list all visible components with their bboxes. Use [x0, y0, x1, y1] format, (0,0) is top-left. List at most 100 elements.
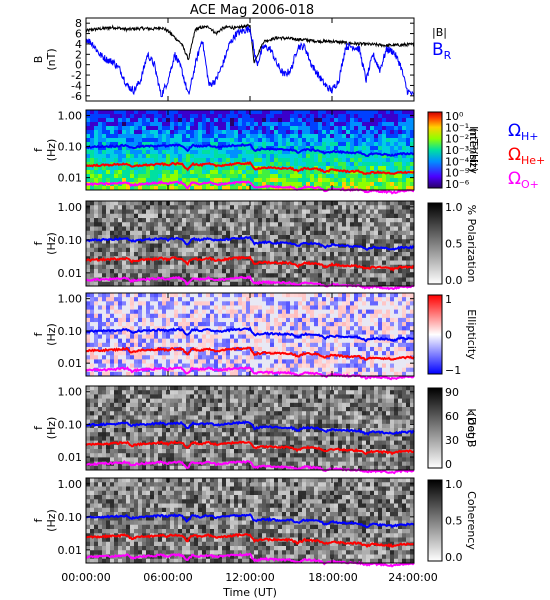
- heatmap-cell: [366, 239, 371, 244]
- heatmap-cell: [334, 338, 339, 344]
- chart-title: ACE Mag 2006-018: [190, 3, 314, 18]
- heatmap-cell: [370, 256, 375, 261]
- heatmap-cell: [234, 273, 239, 278]
- heatmap-cell: [158, 264, 163, 270]
- heatmap-cell: [266, 338, 271, 344]
- heatmap-cell: [98, 330, 103, 335]
- heatmap-cell: [218, 269, 223, 274]
- heatmap-cell: [182, 305, 187, 310]
- heatmap-cell: [338, 230, 343, 236]
- heatmap-cell: [258, 122, 263, 127]
- heatmap-cell: [198, 122, 203, 127]
- heatmap-cell: [358, 182, 363, 187]
- heatmap-cell: [218, 154, 223, 159]
- heatmap-cell: [398, 239, 403, 244]
- heatmap-cell: [194, 158, 199, 163]
- heatmap-cell: [390, 317, 395, 323]
- heatmap-cell: [354, 371, 359, 377]
- heatmap-cell: [246, 201, 251, 206]
- heatmap-cell: [318, 342, 323, 348]
- heatmap-cell: [162, 322, 167, 327]
- heatmap-cell: [286, 326, 291, 331]
- heatmap-cell: [234, 260, 239, 266]
- heatmap-cell: [166, 114, 171, 119]
- heatmap-cell: [146, 170, 151, 175]
- heatmap-cell: [238, 273, 243, 278]
- heatmap-cell: [246, 226, 251, 232]
- heatmap-cell: [122, 371, 127, 377]
- heatmap-cell: [194, 110, 199, 115]
- heatmap-cell: [254, 317, 259, 323]
- heatmap-cell: [166, 297, 171, 302]
- heatmap-cell: [306, 322, 311, 327]
- heatmap-cell: [322, 138, 327, 143]
- heatmap-cell: [350, 301, 355, 306]
- heatmap-cell: [222, 150, 227, 155]
- heatmap-cell: [306, 182, 311, 187]
- heatmap-cell: [182, 186, 187, 191]
- heatmap-cell: [142, 118, 147, 123]
- heatmap-cell: [158, 301, 163, 306]
- heatmap-cell: [250, 247, 255, 253]
- heatmap-cell: [150, 338, 155, 344]
- heatmap-cell: [226, 239, 231, 244]
- heatmap-cell: [354, 130, 359, 135]
- heatmap-cell: [394, 235, 399, 240]
- heatmap-cell: [174, 322, 179, 327]
- heatmap-cell: [182, 264, 187, 270]
- heatmap-cell: [154, 367, 159, 373]
- heatmap-cell: [282, 182, 287, 187]
- heatmap-cell: [370, 178, 375, 183]
- heatmap-cell: [142, 218, 147, 223]
- heatmap-cell: [282, 301, 287, 306]
- heatmap-cell: [170, 264, 175, 270]
- heatmap-cell: [166, 243, 171, 249]
- heatmap-cell: [234, 239, 239, 244]
- heatmap-cell: [274, 313, 279, 319]
- heatmap-cell: [374, 317, 379, 323]
- heatmap-cell: [222, 346, 227, 352]
- heatmap-cell: [206, 281, 211, 287]
- heatmap-cell: [206, 367, 211, 373]
- heatmap-cell: [246, 118, 251, 123]
- heatmap-cell: [218, 260, 223, 266]
- heatmap-cell: [350, 330, 355, 335]
- heatmap-cell: [198, 305, 203, 310]
- heatmap-cell: [394, 154, 399, 159]
- heatmap-cell: [222, 260, 227, 266]
- heatmap-cell: [94, 346, 99, 352]
- heatmap-cell: [162, 166, 167, 171]
- heatmap-cell: [258, 218, 263, 223]
- heatmap-cell: [322, 367, 327, 373]
- heatmap-cell: [366, 146, 371, 151]
- heatmap-cell: [94, 355, 99, 360]
- heatmap-cell: [270, 239, 275, 244]
- heatmap-cell: [198, 301, 203, 306]
- heatmap-cell: [98, 371, 103, 377]
- heatmap-cell: [258, 256, 263, 261]
- heatmap-cell: [394, 281, 399, 287]
- heatmap-cell: [266, 235, 271, 240]
- heatmap-cell: [142, 213, 147, 219]
- heatmap-cell: [98, 142, 103, 147]
- heatmap-cell: [286, 355, 291, 360]
- heatmap-cell: [114, 338, 119, 344]
- heatmap-cell: [406, 260, 411, 266]
- heatmap-cell: [274, 273, 279, 278]
- heatmap-cell: [110, 134, 115, 139]
- heatmap-cell: [146, 260, 151, 266]
- heatmap-cell: [146, 301, 151, 306]
- heatmap-cell: [222, 239, 227, 244]
- heatmap-cell: [270, 110, 275, 115]
- heatmap-cell: [346, 186, 351, 191]
- heatmap-cell: [94, 235, 99, 240]
- heatmap-cell: [394, 346, 399, 352]
- heatmap-cell: [402, 130, 407, 135]
- heatmap-cell: [214, 359, 219, 364]
- heatmap-cell: [310, 134, 315, 139]
- heatmap-cell: [410, 213, 415, 219]
- heatmap-cell: [198, 222, 203, 227]
- heatmap-cell: [158, 342, 163, 348]
- heatmap-cell: [350, 342, 355, 348]
- heatmap-cell: [142, 313, 147, 319]
